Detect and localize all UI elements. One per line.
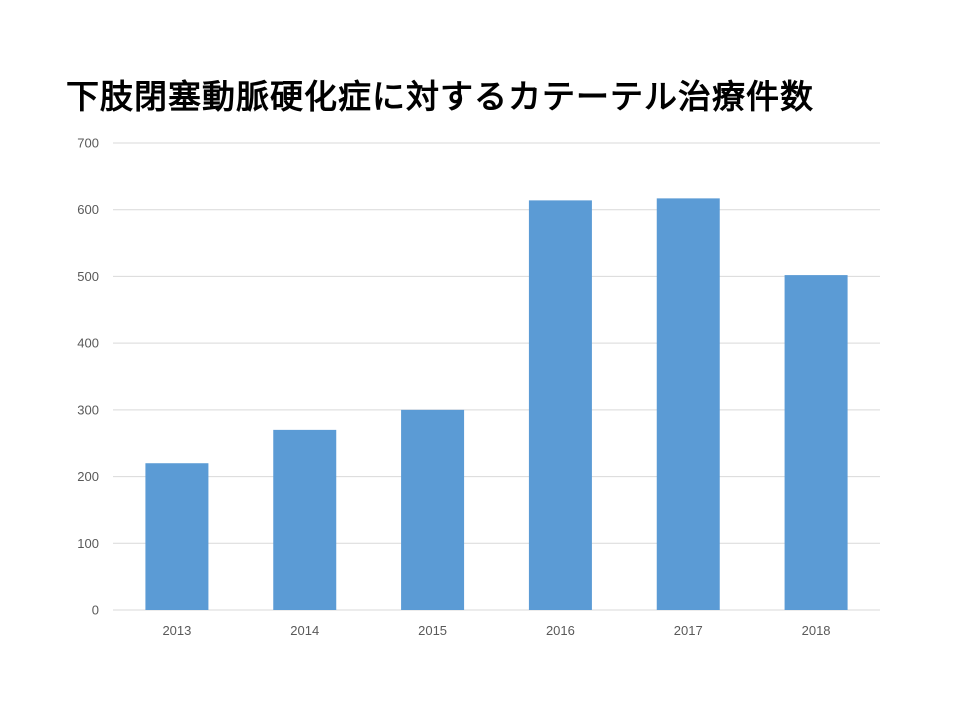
x-tick-label: 2018: [802, 623, 831, 638]
chart-title: 下肢閉塞動脈硬化症に対するカテーテル治療件数: [66, 77, 814, 116]
bar-2014: [273, 429, 337, 610]
bar-2015: [401, 409, 465, 610]
y-tick-label: 200: [77, 469, 99, 484]
bar-2013: [145, 463, 209, 610]
x-tick-label: 2015: [418, 623, 447, 638]
y-tick-label: 0: [92, 603, 99, 618]
y-tick-label: 400: [77, 336, 99, 351]
y-tick-label: 100: [77, 536, 99, 551]
bar-2017: [656, 198, 720, 610]
x-tick-label: 2014: [290, 623, 319, 638]
bar-2018: [784, 275, 848, 610]
y-tick-label: 700: [77, 136, 99, 151]
y-tick-label: 300: [77, 402, 99, 417]
x-tick-label: 2013: [162, 623, 191, 638]
y-tick-label: 600: [77, 202, 99, 217]
x-tick-label: 2017: [674, 623, 703, 638]
y-tick-label: 500: [77, 269, 99, 284]
bar-2016: [528, 200, 592, 611]
x-tick-label: 2016: [546, 623, 575, 638]
